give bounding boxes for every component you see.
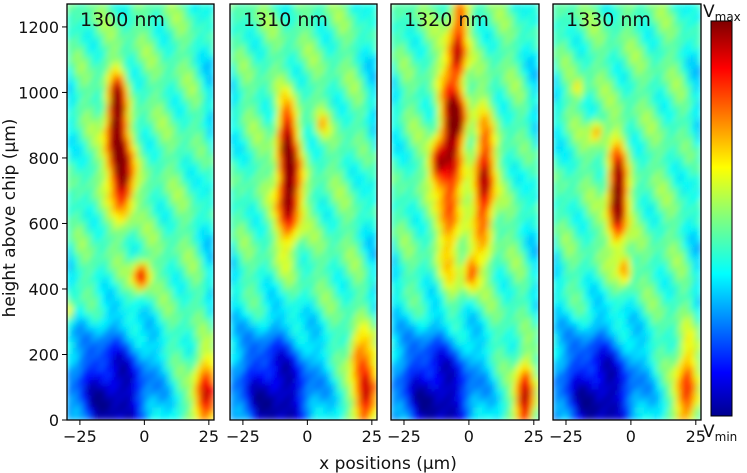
colorbar: Vmax Vmin bbox=[703, 2, 741, 444]
y-tick-label: 400 bbox=[28, 280, 59, 299]
x-tick-label: 25 bbox=[362, 427, 382, 446]
y-axis-label: height above chip (µm) bbox=[0, 119, 20, 318]
x-tick-label: 25 bbox=[524, 427, 544, 446]
y-tick-label: 0 bbox=[49, 411, 59, 430]
y-tick-label: 1000 bbox=[18, 83, 59, 102]
x-tick-label: 0 bbox=[139, 427, 149, 446]
panel-title: 1300 nm bbox=[80, 9, 165, 31]
panel-frame bbox=[66, 3, 215, 421]
heatmap-panel-3: 1320 nm −25 0 25 bbox=[387, 3, 544, 446]
panel-frame bbox=[229, 3, 378, 421]
x-tick-label: −25 bbox=[226, 427, 260, 446]
x-tick-label: −25 bbox=[63, 427, 97, 446]
colorbar-min-label: Vmin bbox=[703, 422, 737, 444]
panel-title: 1330 nm bbox=[566, 9, 651, 31]
y-tick-label: 800 bbox=[28, 149, 59, 168]
panel-title: 1310 nm bbox=[243, 9, 328, 31]
heatmap-panel-4: 1330 nm −25 0 25 bbox=[549, 3, 706, 446]
x-tick-label: 0 bbox=[302, 427, 312, 446]
x-tick-label: −25 bbox=[549, 427, 583, 446]
x-tick-label: 25 bbox=[199, 427, 219, 446]
colorbar-max-label: Vmax bbox=[703, 2, 741, 24]
x-axis-label: x positions (µm) bbox=[319, 454, 457, 473]
panel-frame bbox=[390, 3, 540, 421]
y-tick-label: 200 bbox=[28, 345, 59, 364]
x-tick-label: −25 bbox=[387, 427, 421, 446]
x-tick-label: 0 bbox=[626, 427, 636, 446]
colorbar-gradient bbox=[710, 20, 733, 417]
y-tick-label: 1200 bbox=[18, 18, 59, 37]
panel-title: 1320 nm bbox=[404, 9, 489, 31]
heatmap-panel-2: 1310 nm −25 0 25 bbox=[226, 3, 382, 446]
x-tick-label: 0 bbox=[464, 427, 474, 446]
y-tick-label: 600 bbox=[28, 214, 59, 233]
x-tick-label: 25 bbox=[686, 427, 706, 446]
panel-frame bbox=[552, 3, 702, 421]
